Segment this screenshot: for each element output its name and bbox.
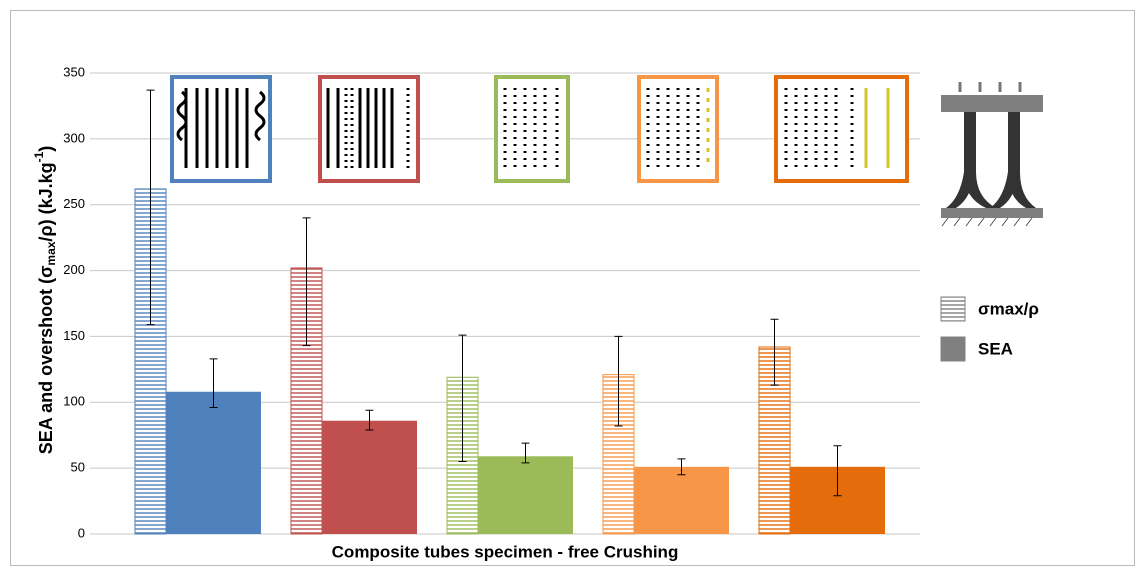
x-axis-label: Composite tubes specimen - free Crushing: [332, 542, 679, 561]
bar: [478, 456, 573, 534]
y-tick-label: 300: [63, 130, 85, 145]
legend-label: σmax/ρ: [978, 299, 1039, 318]
y-tick-label: 100: [63, 394, 85, 409]
y-tick-label: 50: [71, 460, 85, 475]
bar: [322, 421, 417, 534]
legend-swatch: [941, 297, 965, 321]
y-tick-label: 250: [63, 196, 85, 211]
legend-label: SEA: [978, 339, 1013, 358]
y-tick-label: 0: [78, 525, 85, 540]
y-tick-label: 200: [63, 262, 85, 277]
bar: [634, 467, 729, 534]
legend-swatch: [941, 337, 965, 361]
y-tick-label: 350: [63, 64, 85, 79]
y-tick-label: 150: [63, 328, 85, 343]
bar: [166, 392, 261, 534]
y-axis-label: SEA and overshoot (σmax/ρ) (kJ.kg-1): [32, 146, 58, 455]
chart: SEA and overshoot (σmax/ρ) (kJ.kg-1) Com…: [0, 0, 1145, 576]
